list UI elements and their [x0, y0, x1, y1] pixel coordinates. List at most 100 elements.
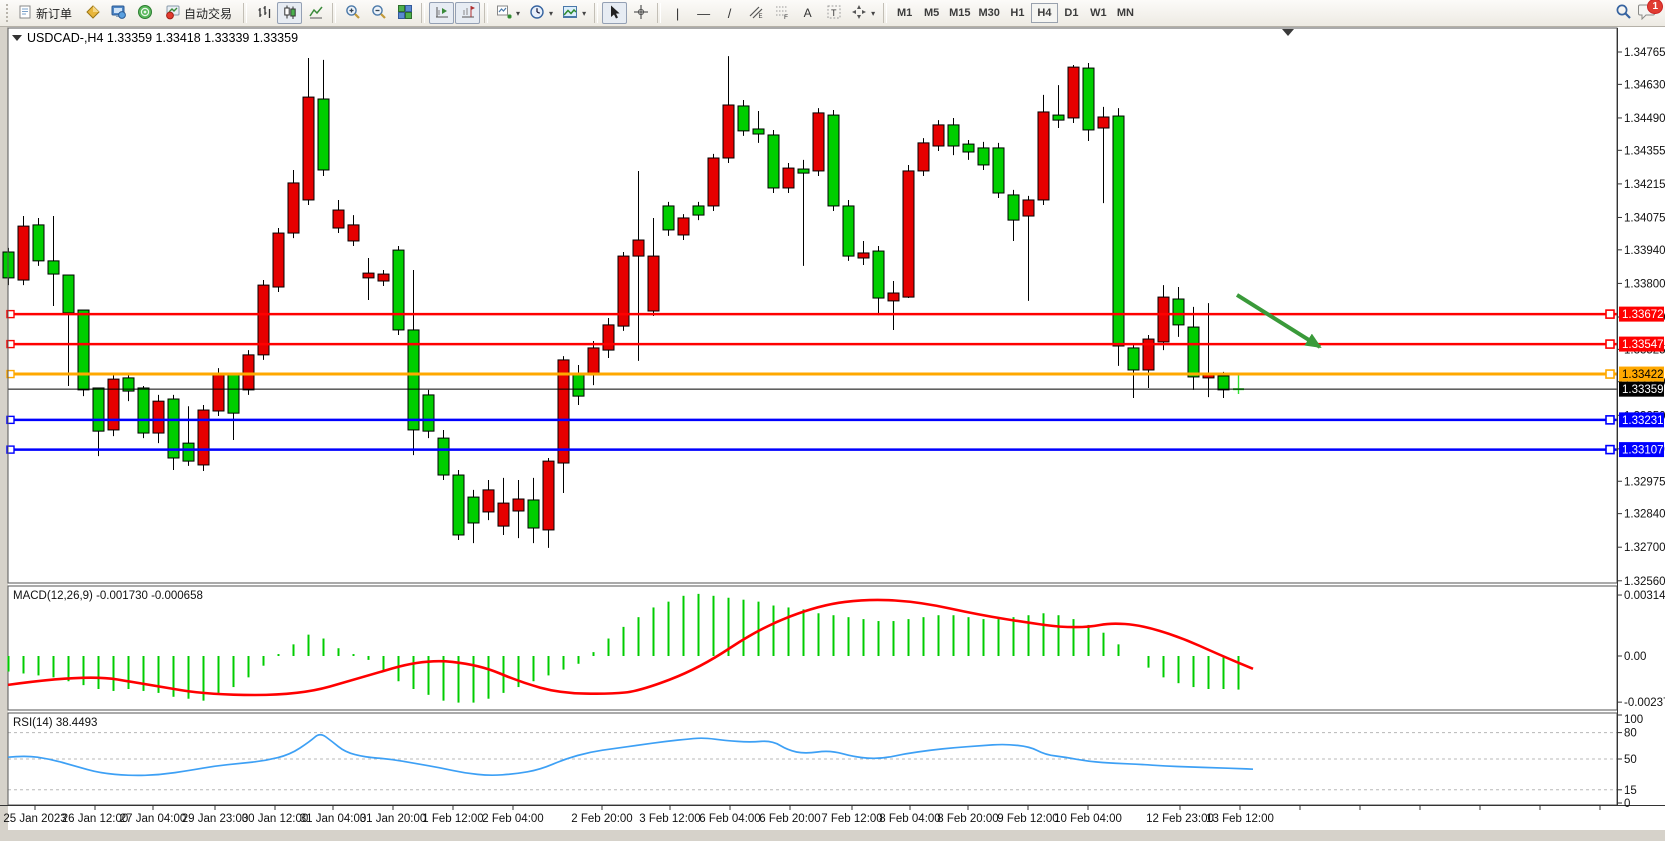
price-axis-label: 1.33940 — [1624, 245, 1665, 257]
horizontal-line-button[interactable]: — — [691, 2, 716, 24]
chart-shift-button[interactable] — [455, 2, 481, 24]
timeframe-m1[interactable]: M1 — [896, 7, 913, 19]
candle-body — [422, 394, 435, 432]
chart-title: USDCAD-,H4 1.33359 1.33418 1.33339 1.333… — [27, 31, 298, 45]
time-axis-label: 25 Jan 2023 — [3, 813, 66, 825]
text-button[interactable]: A — [795, 2, 820, 24]
candle-body — [677, 217, 690, 236]
candle-body — [212, 373, 225, 412]
toolbar-separator — [332, 3, 337, 23]
candle-body — [782, 167, 795, 189]
candle-body — [1142, 338, 1155, 371]
timeframe-w1[interactable]: W1 — [1090, 7, 1107, 19]
chat-icon[interactable]: 1 — [1638, 0, 1663, 23]
main-toolbar: 新订单 自动交易 — [0, 0, 1665, 27]
timeframe-h4[interactable]: H4 — [1030, 3, 1058, 23]
candle-body — [1187, 326, 1200, 378]
chart-shift-icon — [460, 4, 476, 23]
candle-body — [242, 354, 255, 391]
candle-body — [887, 292, 900, 302]
auto-scroll-button[interactable] — [429, 2, 455, 24]
label-button[interactable]: T — [821, 2, 846, 24]
candle-body — [1112, 115, 1125, 347]
diamond-button[interactable] — [80, 2, 105, 24]
rsi-line — [7, 733, 1254, 777]
auto-trading-button[interactable]: 自动交易 — [158, 2, 239, 24]
candle-body — [872, 250, 885, 299]
time-axis-label: 31 Jan 20:00 — [360, 813, 427, 825]
timeframe-mn[interactable]: MN — [1116, 7, 1134, 19]
rsi-axis-label: 0 — [1624, 798, 1630, 810]
timeframe-m5[interactable]: M5 — [923, 7, 940, 19]
candle-body — [977, 147, 990, 166]
crosshair-button[interactable] — [628, 2, 653, 24]
cursor-button[interactable] — [602, 2, 628, 24]
level-endpoint-square — [1605, 415, 1615, 425]
candle-body — [362, 272, 375, 279]
price-axis-label: 1.34630 — [1624, 79, 1665, 91]
candle-body — [182, 442, 195, 462]
vertical-line-button[interactable]: | — [665, 2, 690, 24]
arrows-button[interactable]: ▾ — [847, 2, 879, 24]
candle-body — [1022, 199, 1035, 217]
candle-body — [647, 255, 660, 312]
chart-candles-button[interactable] — [277, 2, 303, 24]
candle-body — [467, 496, 480, 524]
cursor-icon — [607, 4, 623, 23]
fibonacci-icon: F — [774, 4, 790, 23]
price-axis-label: 1.32700 — [1624, 542, 1665, 554]
new-chart-button[interactable]: ▾ — [492, 2, 524, 24]
zoom-in-button[interactable] — [340, 2, 365, 24]
search-icon[interactable] — [1615, 3, 1632, 23]
trendline-button[interactable]: / — [717, 2, 742, 24]
time-axis-label: 26 Jan 12:00 — [62, 813, 129, 825]
fibonacci-button[interactable]: F — [769, 2, 794, 24]
candle-body — [62, 274, 75, 314]
toolbar-grip — [5, 3, 9, 23]
crosshair-icon — [633, 4, 649, 23]
arrows-icon — [851, 4, 867, 23]
label-icon: T — [826, 4, 842, 23]
level-price-label: 1.33422 — [1622, 369, 1664, 381]
chart-candles-icon — [282, 4, 298, 23]
time-axis-label: 9 Feb 12:00 — [997, 813, 1058, 825]
timeframe-m15[interactable]: M15 — [949, 7, 971, 19]
timeframe-d1[interactable]: D1 — [1064, 7, 1079, 19]
tile-windows-button[interactable] — [392, 2, 417, 24]
channel-button[interactable]: E — [743, 2, 768, 24]
timeframe-m30[interactable]: M30 — [978, 7, 1000, 19]
price-axis-label: 1.34490 — [1624, 113, 1665, 125]
new-order-icon — [19, 5, 33, 22]
candle-body — [137, 387, 150, 434]
price-axis-label: 1.34215 — [1624, 179, 1665, 191]
zoom-out-button[interactable] — [366, 2, 391, 24]
diamond-icon — [85, 4, 101, 23]
horizontal-line-icon: — — [697, 5, 711, 21]
candle-body — [497, 502, 510, 527]
periods-button[interactable]: ▾ — [525, 2, 557, 24]
candle-body — [167, 398, 180, 459]
strategy-tester-button[interactable] — [106, 2, 131, 24]
template-button[interactable]: ▾ — [558, 2, 590, 24]
time-axis-label: 31 Jan 04:00 — [300, 813, 367, 825]
candle-body — [287, 182, 300, 234]
chevron-down-icon: ▾ — [516, 8, 521, 18]
candle-body — [77, 309, 90, 391]
level-price-label-bg — [1619, 366, 1664, 382]
chart-bars-button[interactable] — [251, 2, 276, 24]
new-order-button[interactable]: 新订单 — [12, 2, 79, 24]
level-endpoint-square — [6, 415, 15, 425]
candle-body — [947, 124, 960, 147]
signal-button[interactable] — [132, 2, 157, 24]
timeframe-h1[interactable]: H1 — [1010, 7, 1025, 19]
tile-windows-icon — [397, 4, 413, 23]
chart-line-button[interactable] — [303, 2, 328, 24]
time-axis-label: 27 Jan 04:00 — [120, 813, 187, 825]
macd-indicator-label: MACD(12,26,9) -0.001730 -0.000658 — [13, 590, 203, 602]
candle-body — [1082, 67, 1095, 131]
candle-body — [1217, 375, 1230, 391]
strategy-tester-icon — [111, 4, 127, 23]
trendline-icon: / — [727, 5, 732, 21]
template-image-icon — [562, 4, 578, 23]
